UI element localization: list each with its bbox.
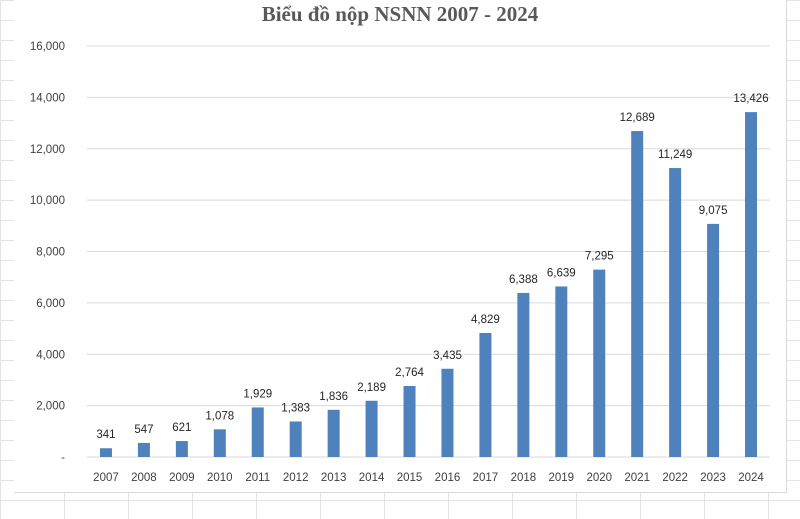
y-tick-label: 16,000 — [30, 41, 65, 53]
bar[interactable] — [327, 409, 340, 457]
x-tick-label: 2017 — [473, 472, 499, 484]
data-label: 4,829 — [471, 314, 500, 326]
y-tick-label: 2,000 — [36, 401, 65, 413]
bar[interactable] — [441, 368, 454, 457]
bar[interactable] — [479, 332, 492, 457]
bar[interactable] — [669, 168, 682, 457]
data-label: 7,295 — [585, 251, 614, 263]
data-label: 1,836 — [319, 391, 348, 403]
y-tick-label: 12,000 — [30, 144, 65, 156]
bar[interactable] — [631, 131, 644, 457]
bar[interactable] — [745, 112, 758, 457]
bar[interactable] — [289, 421, 302, 457]
x-tick-label: 2016 — [435, 472, 461, 484]
x-tick-label: 2018 — [511, 472, 537, 484]
bar[interactable] — [517, 292, 530, 457]
bar[interactable] — [99, 448, 112, 457]
x-tick-label: 2012 — [283, 472, 309, 484]
x-tick-label: 2019 — [549, 472, 575, 484]
y-tick-label: 10,000 — [30, 195, 65, 207]
x-tick-label: 2009 — [169, 472, 195, 484]
x-tick-label: 2014 — [359, 472, 385, 484]
x-tick-label: 2020 — [586, 472, 612, 484]
x-tick-label: 2011 — [245, 472, 270, 484]
data-label: 1,078 — [205, 410, 234, 422]
bar[interactable] — [593, 269, 606, 457]
x-tick-label: 2008 — [131, 472, 157, 484]
bar[interactable] — [555, 286, 568, 457]
bar[interactable] — [213, 429, 226, 457]
x-tick-label: 2024 — [738, 472, 764, 484]
data-label: 12,689 — [620, 112, 655, 124]
bar[interactable] — [137, 442, 150, 457]
y-tick-label: 6,000 — [36, 298, 65, 310]
data-label: 6,388 — [509, 274, 538, 286]
data-label: 1,383 — [281, 402, 310, 414]
x-tick-label: 2022 — [662, 472, 688, 484]
chart-title: Biểu đồ nộp NSNN 2007 - 2024 — [261, 2, 539, 26]
y-tick-label: 4,000 — [36, 349, 65, 361]
y-tick-label: 8,000 — [36, 247, 65, 259]
chart-area[interactable] — [14, 0, 787, 493]
data-label: 2,189 — [357, 382, 386, 394]
bar[interactable] — [251, 407, 264, 457]
bar[interactable] — [175, 441, 188, 457]
data-label: 621 — [172, 422, 191, 434]
data-label: 6,639 — [547, 267, 576, 279]
x-tick-label: 2013 — [321, 472, 347, 484]
data-label: 547 — [134, 424, 153, 436]
x-tick-label: 2023 — [700, 472, 726, 484]
x-tick-label: 2007 — [93, 472, 119, 484]
bar[interactable] — [365, 400, 378, 457]
data-label: 13,426 — [733, 93, 768, 105]
data-label: 11,249 — [658, 149, 692, 161]
data-label: 2,764 — [395, 367, 424, 379]
data-label: 3,435 — [433, 350, 462, 362]
y-tick-label: - — [61, 452, 65, 464]
x-tick-label: 2021 — [624, 472, 650, 484]
bar[interactable] — [707, 223, 720, 457]
data-label: 341 — [96, 429, 115, 441]
bar[interactable] — [403, 385, 416, 457]
x-tick-label: 2010 — [207, 472, 233, 484]
data-label: 1,929 — [243, 388, 272, 400]
y-tick-label: 14,000 — [30, 92, 65, 104]
x-tick-label: 2015 — [397, 472, 423, 484]
data-label: 9,075 — [699, 205, 728, 217]
